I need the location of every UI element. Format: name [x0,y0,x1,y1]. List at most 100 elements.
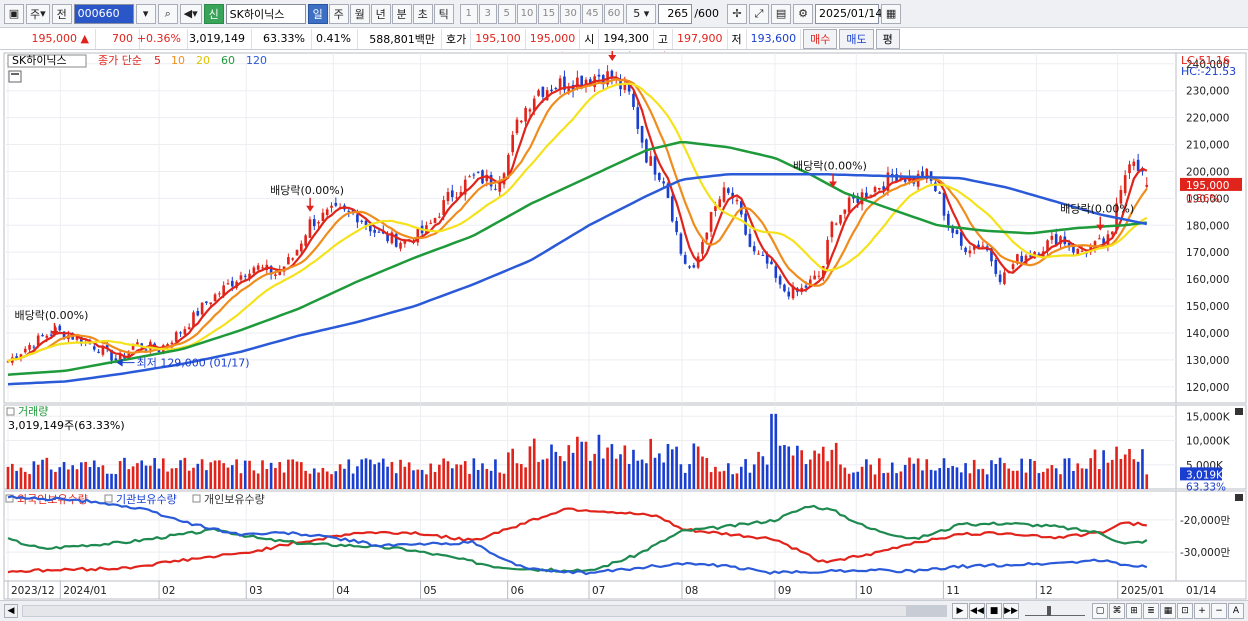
volume-bar [640,459,644,489]
volume-bar [67,469,70,489]
candle-body [105,345,109,349]
layout-icon[interactable]: ▣ [4,3,24,24]
interval-1[interactable]: 1 [459,3,478,24]
interval-10[interactable]: 10 [516,3,538,24]
candle-body [959,232,963,246]
play-icon[interactable]: ▶ [952,603,968,619]
tab-3[interactable]: 년 [370,3,391,24]
candle-body [752,246,756,252]
scrollbar-track[interactable] [22,605,947,617]
calendar-icon[interactable]: ▦ [881,3,902,24]
count-input[interactable]: 265 [658,3,693,24]
zoom-slider-thumb[interactable] [1047,606,1051,616]
candle-body [1102,238,1105,245]
calculator-icon[interactable] [8,70,22,83]
volume-title: 거래량 [18,405,48,418]
candle-body [964,247,967,253]
scroll-left-icon[interactable]: ◀ [4,604,18,618]
volume-bar [545,458,549,489]
period-select[interactable]: 주 ▾ [26,3,50,24]
interval-60[interactable]: 60 [603,3,625,24]
volume-bar [576,436,579,489]
rewind-icon[interactable]: ◀◀ [969,603,985,619]
candle-body [256,265,260,270]
draw-icon[interactable]: ⤢ [749,3,770,24]
volume-bar [476,469,480,489]
candle-body [312,219,316,227]
candle-body [679,233,683,254]
legend-period-10: 10 [171,54,185,67]
interval-5[interactable]: 5 [497,3,516,24]
candle-body [174,332,178,342]
volume-bar [62,462,66,489]
search-icon[interactable]: ⌕ [157,3,178,24]
price-panel[interactable] [3,52,1247,404]
sound-icon[interactable]: ◀▾ [179,3,202,24]
bid-label: 호가 [442,28,472,49]
volume-bar [878,458,881,489]
compare-icon[interactable]: ⊞ [1126,603,1142,619]
scrollbar-thumb[interactable] [906,606,946,616]
holdings-legend-1: 기관보유수량 [116,493,177,506]
lock-icon[interactable]: ⊡ [1177,603,1193,619]
crosshair-icon[interactable]: ✢ [727,3,748,24]
volume-bar [49,469,53,489]
zoom-out-icon[interactable]: − [1211,603,1227,619]
tab-4[interactable]: 분 [391,3,412,24]
interval-15[interactable]: 15 [538,3,560,24]
prev-button[interactable]: 전 [51,3,72,24]
volume-bar [696,446,700,489]
buy-button[interactable]: 매수 [803,28,838,49]
chart-area[interactable]: 240,000 230,000 220,000 210,000 200,000 190,0… [0,51,1248,600]
holdings-close-icon[interactable] [1235,494,1243,501]
interval-buttons: 1 3 5 10 15 30 45 60 [459,3,625,24]
dividend-arrowhead [1096,224,1105,231]
pattern-icon[interactable]: ≣ [1143,603,1159,619]
candle-body [649,156,653,166]
interval-30[interactable]: 30 [560,3,581,24]
volume-bar [192,467,195,489]
tab-1[interactable]: 주 [328,3,349,24]
volume-bar [985,474,989,489]
tab-6[interactable]: 틱 [433,3,454,24]
volume-close-icon[interactable] [1235,408,1243,415]
date-input[interactable]: 2025/01/14 [815,3,882,24]
volume-bar [895,473,898,489]
forward-icon[interactable]: ▶▶ [1003,603,1019,619]
stop-icon[interactable]: ■ [986,603,1002,619]
interval-select[interactable]: 5 ▾ [626,3,657,24]
volume-bar [826,461,829,489]
font-icon[interactable]: A [1228,603,1244,619]
volume-bar [265,469,269,489]
volume-bar [959,472,963,489]
tab-0[interactable]: 일 [307,3,328,24]
candle-body [1141,168,1144,172]
window-icon[interactable]: ▢ [1092,603,1108,619]
tab-5[interactable]: 초 [412,3,433,24]
last-price-badge [1180,177,1242,191]
volume-bar [97,467,100,489]
eval-button[interactable]: 평 [875,28,900,49]
chevron-down-icon[interactable]: ▾ [135,3,156,24]
zoom-slider[interactable] [1025,606,1085,616]
grid-icon[interactable]: ▦ [1160,603,1176,619]
stock-code-input[interactable]: 000660 [73,3,134,24]
zoom-in-icon[interactable]: + [1194,603,1210,619]
link-icon[interactable]: ⌘ [1109,603,1125,619]
volume-bar [903,464,907,489]
tab-2[interactable]: 월 [349,3,370,24]
legend-name-box [7,54,87,68]
candle-body [485,174,489,182]
new-badge[interactable]: 신 [203,3,224,24]
save-icon[interactable]: ▤ [771,3,792,24]
volume-bar [1037,473,1041,489]
volume-bar [300,462,303,489]
volume-bar [1110,459,1114,489]
volume-bar [765,464,769,489]
sell-button[interactable]: 매도 [839,28,874,49]
interval-45[interactable]: 45 [581,3,603,24]
volume-bar [735,473,739,489]
interval-3[interactable]: 3 [478,3,497,24]
gear-icon[interactable]: ⚙ [793,3,814,24]
